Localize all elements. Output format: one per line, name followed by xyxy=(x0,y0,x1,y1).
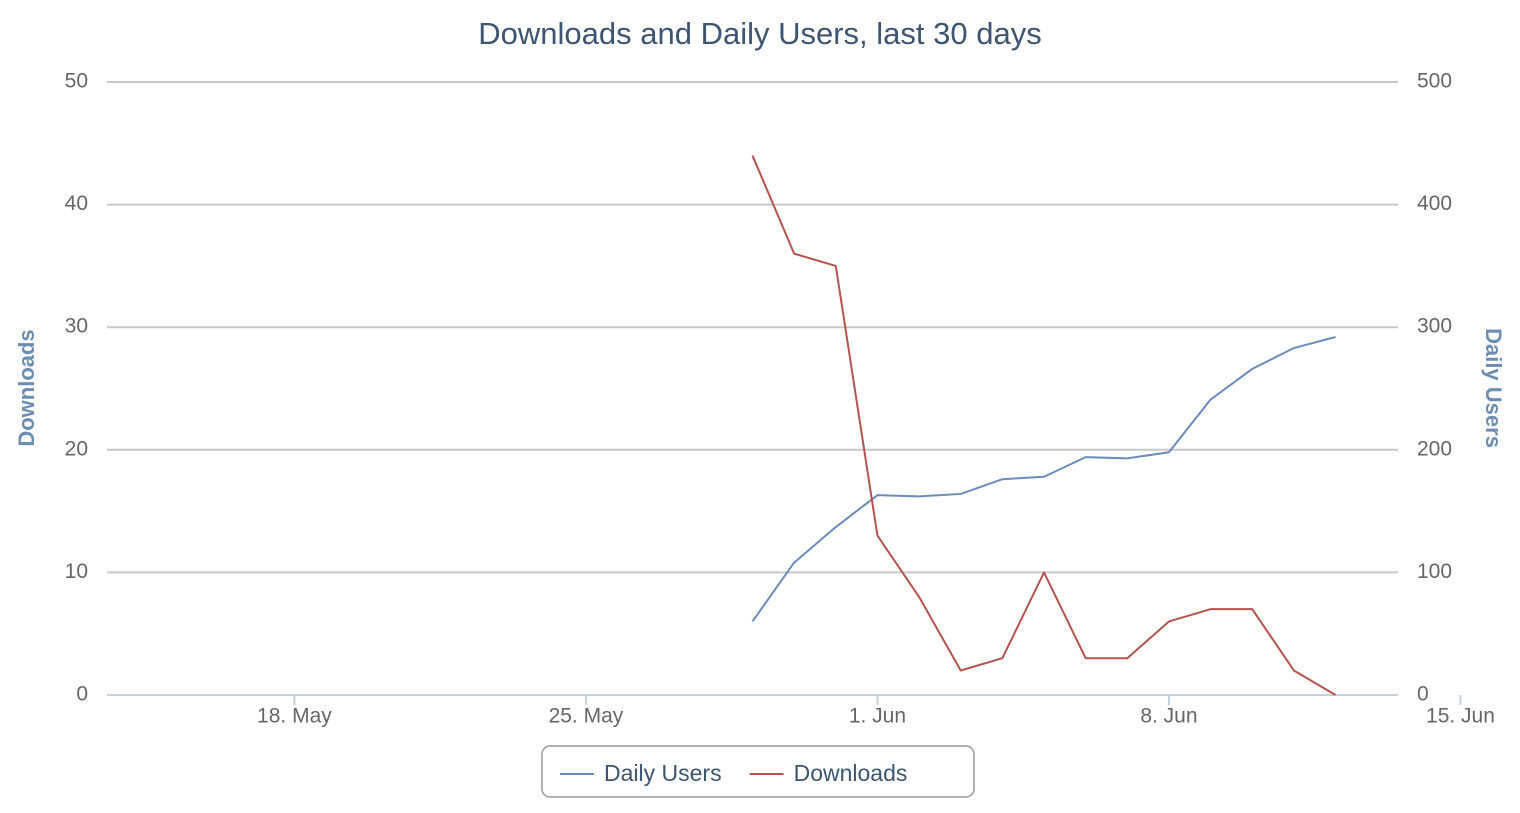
series-line xyxy=(751,155,1337,696)
x-tick-label: 25. May xyxy=(549,705,624,728)
legend-box xyxy=(541,745,975,798)
legend-label: Downloads xyxy=(794,760,908,786)
y-tick-label: 30 xyxy=(65,315,88,338)
series-line xyxy=(751,336,1336,623)
y2-tick-label: 100 xyxy=(1417,560,1452,583)
y-tick-label: 40 xyxy=(65,192,88,215)
y2-tick-label: 0 xyxy=(1417,683,1429,706)
x-tick-label: 15. Jun xyxy=(1426,705,1495,728)
y2-tick-label: 300 xyxy=(1417,315,1452,338)
y-tick-label: 50 xyxy=(65,70,88,93)
y2-tick-label: 200 xyxy=(1417,437,1452,460)
y2-tick-label: 500 xyxy=(1417,70,1452,93)
legend-label: Daily Users xyxy=(604,760,722,786)
y-tick-label: 10 xyxy=(65,560,88,583)
x-tick-label: 1. Jun xyxy=(849,705,906,728)
y2-tick-label: 400 xyxy=(1417,192,1452,215)
x-tick-label: 8. Jun xyxy=(1140,705,1197,728)
chart-title: Downloads and Daily Users, last 30 days xyxy=(478,16,1041,51)
y-axis-title: Downloads xyxy=(14,329,39,446)
x-tick-label: 18. May xyxy=(257,705,332,728)
y2-axis-title: Daily Users xyxy=(1481,328,1506,448)
y-tick-label: 0 xyxy=(76,683,88,706)
y-tick-label: 20 xyxy=(65,437,88,460)
